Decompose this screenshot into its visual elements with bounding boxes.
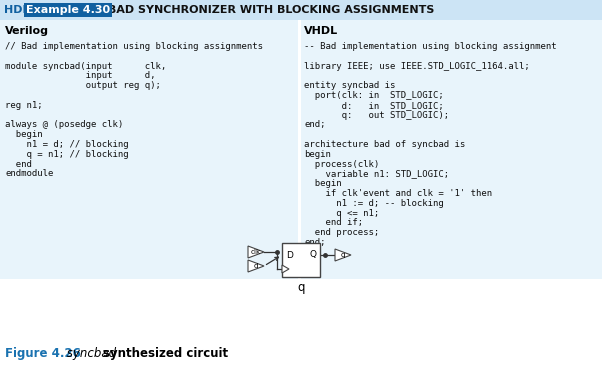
Text: end: end [5,160,32,168]
Text: begin: begin [304,179,342,188]
Text: process(clk): process(clk) [304,160,379,168]
Text: if clk'event and clk = '1' then: if clk'event and clk = '1' then [304,189,492,198]
Text: endmodule: endmodule [5,170,54,178]
Text: HDL: HDL [4,5,33,15]
Bar [0,20,298,279]
Text: BAD SYNCHRONIZER WITH BLOCKING ASSIGNMENTS: BAD SYNCHRONIZER WITH BLOCKING ASSIGNMEN… [104,5,435,15]
Text: begin: begin [5,130,43,139]
Text: end;: end; [304,120,326,130]
Text: port(clk: in  STD_LOGIC;: port(clk: in STD_LOGIC; [304,91,444,100]
Text: end;: end; [304,238,326,247]
Polygon shape [248,246,264,258]
Text: Figure 4.26: Figure 4.26 [5,346,81,360]
Text: input      d,: input d, [5,72,155,80]
Text: synthesized circuit: synthesized circuit [103,346,228,360]
Text: // Bad implementation using blocking assignments: // Bad implementation using blocking ass… [5,42,263,51]
Bar [300,20,602,279]
Text: module syncbad(input      clk,: module syncbad(input clk, [5,62,166,70]
Text: Q: Q [309,251,316,259]
Text: d: d [253,263,258,269]
Text: D: D [286,251,293,259]
Text: Example 4.30: Example 4.30 [26,5,110,15]
Text: syncbad: syncbad [63,346,120,360]
Text: library IEEE; use IEEE.STD_LOGIC_1164.all;: library IEEE; use IEEE.STD_LOGIC_1164.al… [304,62,530,70]
Text: VHDL: VHDL [304,26,338,36]
Bar [282,243,320,277]
Bar [0,0,602,20]
Text: q <= n1;: q <= n1; [304,208,379,218]
Text: d:   in  STD_LOGIC;: d: in STD_LOGIC; [304,101,444,110]
Text: q: q [341,252,346,258]
Text: -- Bad implementation using blocking assignment: -- Bad implementation using blocking ass… [304,42,557,51]
Text: Verilog: Verilog [5,26,49,36]
Text: entity syncbad is: entity syncbad is [304,81,396,90]
Polygon shape [335,249,351,261]
Text: output reg q);: output reg q); [5,81,161,90]
Text: n1 := d; -- blocking: n1 := d; -- blocking [304,199,444,208]
Polygon shape [248,260,264,272]
Text: architecture bad of syncbad is: architecture bad of syncbad is [304,140,465,149]
Text: always @ (posedge clk): always @ (posedge clk) [5,120,123,130]
Text: begin: begin [304,150,331,159]
Text: clk: clk [251,249,261,255]
Text: q = n1; // blocking: q = n1; // blocking [5,150,129,159]
Text: end process;: end process; [304,228,379,237]
Polygon shape [282,265,289,273]
Text: n1 = d; // blocking: n1 = d; // blocking [5,140,129,149]
Text: variable n1: STD_LOGIC;: variable n1: STD_LOGIC; [304,170,449,178]
Text: reg n1;: reg n1; [5,101,43,110]
Text: end if;: end if; [304,218,364,228]
Text: q:   out STD_LOGIC);: q: out STD_LOGIC); [304,110,449,120]
Text: q: q [297,280,305,294]
